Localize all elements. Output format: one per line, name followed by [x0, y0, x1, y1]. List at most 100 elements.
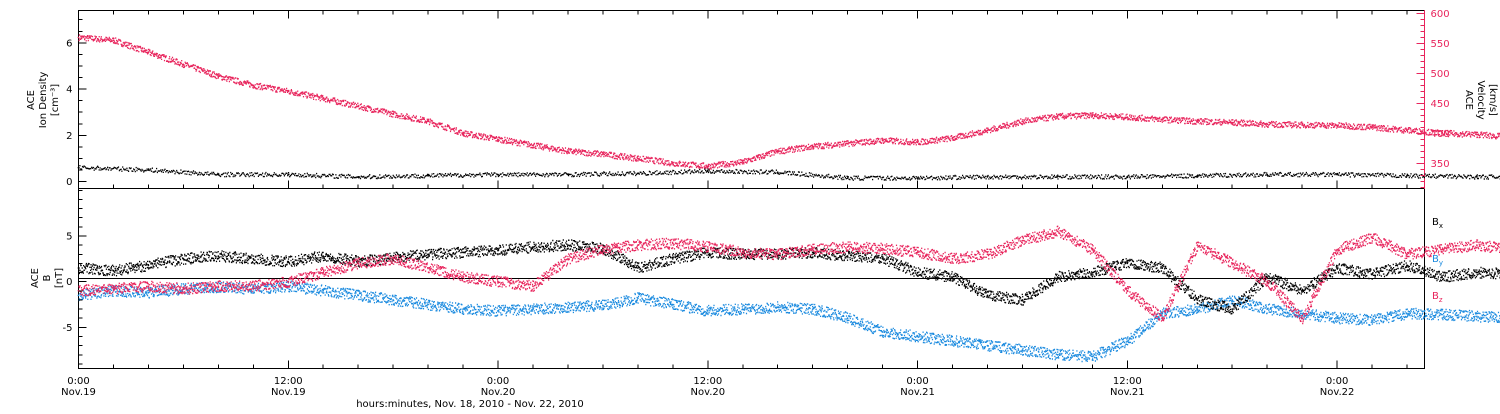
- bx-series-point: [1301, 290, 1303, 292]
- x-tick-time: 12:00: [1113, 376, 1142, 387]
- bx-series-point: [1406, 264, 1408, 266]
- density-series-point: [1057, 176, 1059, 178]
- top-left-ylabel-3: [cm⁻³]: [50, 84, 61, 116]
- bz-series-point: [217, 285, 219, 287]
- top-left-tick-label: 0: [66, 177, 72, 188]
- velocity-series-point: [567, 150, 569, 152]
- top-right-tick-label: 400: [1431, 129, 1450, 140]
- density-series-point: [148, 169, 150, 171]
- bx-series-point: [252, 258, 254, 260]
- density-series-point: [707, 170, 709, 172]
- x-tick-date: Nov.19: [271, 387, 306, 398]
- bz-series-point: [917, 252, 919, 254]
- bz-series-point: [148, 285, 150, 287]
- x-tick-date: Nov.19: [61, 387, 96, 398]
- bz-series-point: [882, 248, 884, 250]
- by-series-point: [1057, 354, 1059, 356]
- bz-series-point: [427, 267, 429, 269]
- velocity-series-point: [78, 37, 80, 39]
- x-tick-time: 12:00: [274, 376, 303, 387]
- bz-series-point: [532, 285, 534, 287]
- density-series-point: [777, 171, 779, 173]
- top-left-tick-label: 2: [66, 131, 72, 142]
- velocity-series-point: [1196, 121, 1198, 123]
- velocity-series-point: [497, 139, 499, 141]
- density-series-point: [1126, 176, 1128, 178]
- velocity-series-point: [1057, 116, 1059, 118]
- velocity-series-point: [812, 146, 814, 148]
- by-series-point: [322, 290, 324, 292]
- bottom-tick-label: 5: [66, 232, 72, 243]
- density-series-point: [987, 176, 989, 178]
- bz-series-point: [1441, 249, 1443, 251]
- bz-series-point: [1301, 317, 1303, 319]
- bz-series-point: [497, 281, 499, 283]
- by-series-point: [148, 292, 150, 294]
- bx-series-point: [637, 267, 639, 269]
- velocity-series-point: [532, 144, 534, 146]
- by-series-point: [1266, 308, 1268, 310]
- density-series-point: [357, 176, 359, 178]
- bz-series-point: [113, 288, 115, 290]
- x-tick-time: 12:00: [693, 376, 722, 387]
- bottom-ylabel-1: ACE: [30, 268, 41, 288]
- density-series-point: [287, 174, 289, 176]
- bx-series-point: [1266, 276, 1268, 278]
- bottom-tick-label: 0: [66, 277, 72, 288]
- top-right-tick-label: 500: [1431, 69, 1450, 80]
- bz-series-point: [1092, 249, 1094, 251]
- bx-series-point: [1161, 267, 1163, 269]
- density-series-point: [1336, 174, 1338, 176]
- bz-series-point: [602, 249, 604, 251]
- bz-series-point: [567, 258, 569, 260]
- velocity-series-point: [1092, 115, 1094, 117]
- bottom-ylabel-2: B: [42, 274, 53, 281]
- bx-series-point: [1196, 299, 1198, 301]
- x-tick-time: 0:00: [906, 376, 928, 387]
- bx-series-point: [847, 255, 849, 257]
- velocity-series-point: [462, 133, 464, 135]
- bx-series-point: [1231, 308, 1233, 310]
- data-marks: [78, 35, 1500, 362]
- bz-series-point: [1126, 290, 1128, 292]
- velocity-series-point: [602, 153, 604, 155]
- top-left-ylabel-1: ACE: [26, 90, 37, 110]
- bx-series-point: [497, 250, 499, 252]
- bz-series-point: [392, 258, 394, 260]
- velocity-series-point: [847, 143, 849, 145]
- bx-series-point: [1057, 276, 1059, 278]
- bx-series-point: [113, 270, 115, 272]
- by-series-point: [497, 310, 499, 312]
- by-series-point: [462, 308, 464, 310]
- by-series-point: [602, 305, 604, 307]
- velocity-series-point: [1126, 116, 1128, 118]
- x-tick-date: Nov.22: [1320, 387, 1355, 398]
- velocity-series-point: [183, 64, 185, 66]
- by-series-point: [1022, 349, 1024, 351]
- top-right-tick-label: 600: [1431, 9, 1450, 20]
- bx-series-point: [183, 258, 185, 260]
- top-right-ylabel-3: [km/s]: [1487, 84, 1498, 116]
- x-tick-time: 0:00: [1326, 376, 1348, 387]
- density-series-point: [637, 173, 639, 175]
- by-series-point: [1301, 313, 1303, 315]
- bx-series-point: [287, 261, 289, 263]
- by-series-point: [847, 317, 849, 319]
- top-right-ylabel-1: ACE: [1463, 90, 1474, 110]
- density-series: [79, 145, 1500, 180]
- bz-series-point: [847, 246, 849, 248]
- by-series-point: [1441, 314, 1443, 316]
- bx-series-point: [1336, 267, 1338, 269]
- by-series-point: [357, 295, 359, 297]
- bx-series-point: [1371, 274, 1373, 276]
- bz-series-point: [357, 263, 359, 265]
- bz-series-point: [1057, 231, 1059, 233]
- density-series-point: [567, 174, 569, 176]
- by-series-point: [987, 345, 989, 347]
- by-series-point: [1406, 313, 1408, 315]
- by-series: [79, 268, 1500, 362]
- by-series-point: [1126, 340, 1128, 342]
- bx-series-point: [1441, 276, 1443, 278]
- velocity-series-point: [287, 91, 289, 93]
